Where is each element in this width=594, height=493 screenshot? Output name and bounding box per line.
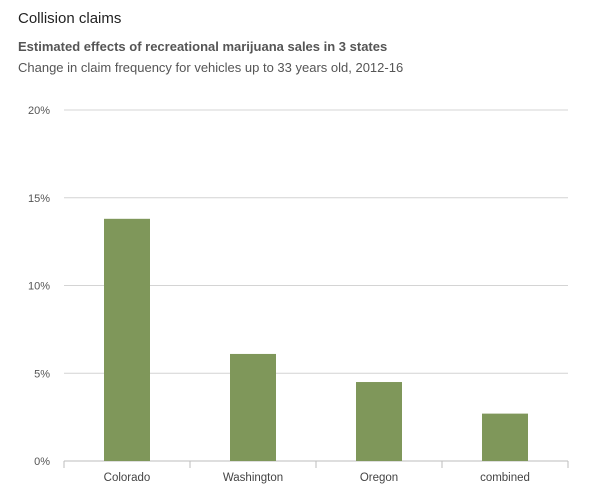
chart-description: Change in claim frequency for vehicles u… — [18, 60, 404, 75]
y-tick-label: 15% — [28, 193, 50, 205]
y-tick-label: 0% — [34, 456, 50, 468]
x-tick-label: Washington — [223, 472, 283, 484]
bar-colorado — [104, 218, 150, 461]
chart-title: Collision claims — [18, 10, 122, 27]
bar-combined — [482, 413, 528, 461]
x-tick-label: combined — [480, 472, 530, 484]
y-tick-label: 10% — [28, 281, 50, 293]
bar-washington — [230, 353, 276, 461]
y-tick-label: 20% — [28, 105, 50, 117]
bar-oregon — [356, 382, 402, 461]
x-tick-label: Colorado — [104, 472, 151, 484]
y-tick-label: 5% — [34, 368, 50, 380]
chart-subtitle: Estimated effects of recreational mariju… — [18, 39, 388, 54]
x-tick-label: Oregon — [360, 472, 398, 484]
